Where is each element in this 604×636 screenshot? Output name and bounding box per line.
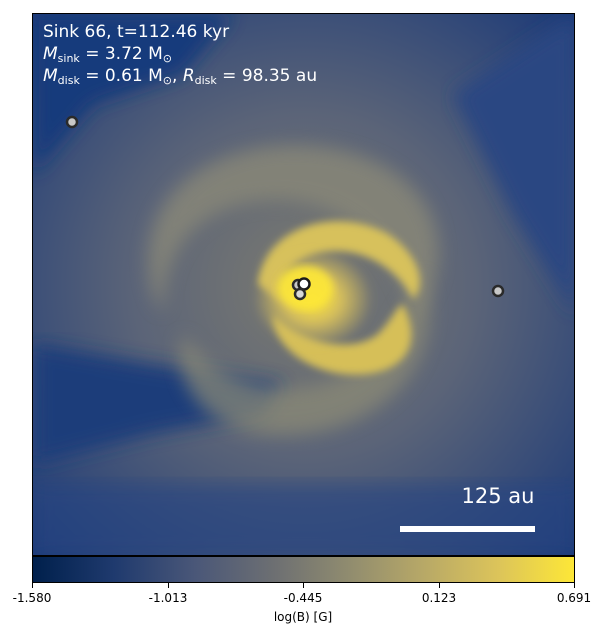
dark-region bbox=[33, 484, 574, 555]
sink-particle bbox=[293, 287, 307, 301]
spiral-arm bbox=[180, 274, 429, 435]
colorbar-tick bbox=[303, 583, 304, 588]
colorbar-label: log(B) [G] bbox=[273, 610, 333, 624]
colorbar-tick bbox=[168, 583, 169, 588]
disk-mass-symbol: M bbox=[43, 66, 58, 86]
field-image bbox=[33, 14, 574, 555]
disk-label: Mdisk = 0.61 M⊙, Rdisk = 98.35 au bbox=[43, 66, 317, 91]
sink-mass-subscript: sink bbox=[57, 52, 80, 65]
disk-radius-value: = 98.35 au bbox=[216, 66, 318, 86]
colorbar-tick bbox=[439, 583, 440, 588]
disk-radius-symbol: R bbox=[182, 66, 195, 86]
sink-particle bbox=[65, 115, 79, 129]
inner-arm bbox=[273, 304, 412, 375]
dark-region bbox=[33, 14, 233, 174]
sink-mass-sun: ⊙ bbox=[162, 52, 173, 65]
colorbar-tick bbox=[32, 583, 33, 588]
scalebar-label: 125 au bbox=[461, 484, 535, 508]
colorbar-tick-label: -0.445 bbox=[283, 591, 323, 605]
disk-radius-subscript: disk bbox=[194, 74, 217, 87]
colorbar-tick-label: 0.691 bbox=[556, 591, 592, 605]
colorbar-tick-label: -1.580 bbox=[12, 591, 52, 605]
dark-region bbox=[33, 344, 283, 464]
dark-region bbox=[453, 15, 574, 311]
colorbar bbox=[32, 556, 575, 583]
sink-mass-label: Msink = 3.72 M⊙ bbox=[43, 44, 172, 69]
disk-mass-subscript: disk bbox=[57, 74, 80, 87]
magnetic-field-map: Sink 66, t=112.46 kyr Msink = 3.72 M⊙ Md… bbox=[32, 13, 575, 556]
sink-particle bbox=[491, 284, 505, 298]
sink-mass-value: = 3.72 M bbox=[79, 44, 163, 64]
inner-arm bbox=[258, 221, 420, 304]
disk-radius-prefix: , bbox=[172, 66, 183, 86]
sink-title: Sink 66, t=112.46 kyr bbox=[43, 22, 230, 42]
colorbar-tick-label: 0.123 bbox=[421, 591, 457, 605]
disk-mass-value: = 0.61 M bbox=[79, 66, 163, 86]
spiral-arm bbox=[148, 145, 438, 314]
colorbar-tick-label: -1.013 bbox=[148, 591, 188, 605]
sink-mass-symbol: M bbox=[43, 44, 58, 64]
scalebar bbox=[400, 526, 535, 532]
colorbar-tick bbox=[574, 583, 575, 588]
disk-mass-sun: ⊙ bbox=[162, 74, 173, 87]
